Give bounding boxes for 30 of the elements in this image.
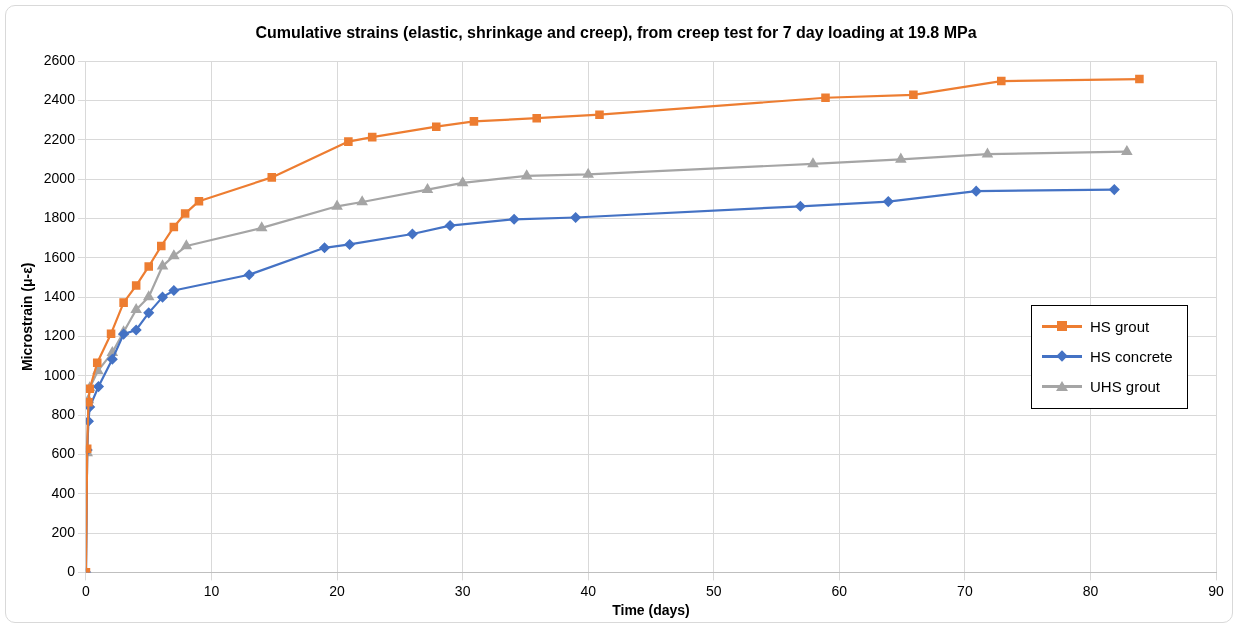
y-tick-label: 1600 — [43, 248, 76, 265]
y-tick-label: 2600 — [43, 52, 76, 69]
x-tick-label: 70 — [957, 582, 973, 599]
y-tick-label: 1000 — [43, 366, 76, 383]
y-tick-label: 400 — [51, 484, 76, 501]
x-tick-label: 40 — [580, 582, 597, 599]
chart-title: Cumulative strains (elastic, shrinkage and creep), from creep test for 7 day loading at 19.8 MPa — [255, 24, 977, 42]
y-tick-label: 1200 — [43, 327, 76, 344]
y-tick-label: 2400 — [43, 91, 76, 108]
y-tick-label: 1400 — [43, 288, 76, 304]
x-tick-label: 80 — [1082, 582, 1099, 599]
x-axis-title: Time (days) — [612, 602, 690, 619]
y-tick-label: 2200 — [43, 130, 76, 147]
x-tick-label: 20 — [329, 582, 346, 599]
y-axis-title: Microstrain (μ-ε) — [19, 262, 36, 372]
y-tick-label: 2000 — [43, 170, 76, 187]
x-tick-label: 0 — [82, 582, 91, 599]
y-tick-label: 1800 — [43, 209, 76, 226]
y-tick-label: 200 — [51, 523, 76, 540]
legend-label: UHS grout — [1090, 378, 1161, 396]
x-tick-label: 60 — [831, 582, 848, 599]
legend-label: HS concrete — [1090, 348, 1173, 366]
x-tick-label: 30 — [454, 582, 471, 599]
x-tick-label: 50 — [705, 582, 722, 599]
x-tick-label: 10 — [203, 582, 220, 599]
y-tick-label: 600 — [51, 445, 76, 462]
y-tick-label: 800 — [51, 405, 76, 422]
y-tick-label: 0 — [67, 563, 76, 580]
legend-label: HS grout — [1090, 318, 1150, 336]
x-tick-label: 90 — [1208, 582, 1224, 599]
